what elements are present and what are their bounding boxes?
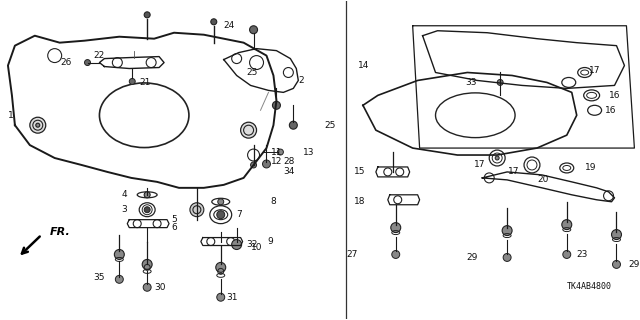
Circle shape: [563, 251, 571, 259]
Text: 17: 17: [589, 66, 600, 75]
Text: 24: 24: [224, 21, 235, 30]
Circle shape: [216, 262, 226, 272]
Circle shape: [502, 226, 512, 236]
Text: 13: 13: [303, 148, 315, 156]
Text: 26: 26: [60, 58, 72, 67]
Circle shape: [36, 123, 40, 127]
Text: 16: 16: [605, 106, 616, 115]
Circle shape: [84, 60, 90, 66]
Text: 25: 25: [324, 121, 336, 130]
Circle shape: [144, 192, 150, 198]
Circle shape: [211, 19, 217, 25]
Text: 2: 2: [298, 76, 304, 85]
Text: 3: 3: [122, 205, 127, 214]
Circle shape: [262, 160, 271, 168]
Text: 32: 32: [246, 240, 258, 249]
Circle shape: [251, 162, 257, 168]
Text: 9: 9: [268, 237, 273, 246]
Text: 29: 29: [466, 253, 477, 262]
Circle shape: [232, 240, 242, 250]
Text: 27: 27: [347, 250, 358, 259]
Circle shape: [612, 260, 620, 268]
Text: 1: 1: [8, 111, 13, 120]
Circle shape: [217, 211, 225, 219]
Circle shape: [273, 101, 280, 109]
Text: 31: 31: [227, 293, 238, 302]
Text: 22: 22: [93, 51, 104, 60]
Circle shape: [289, 121, 298, 129]
Circle shape: [277, 149, 284, 155]
Text: 30: 30: [154, 283, 166, 292]
Text: 11: 11: [271, 148, 282, 156]
Text: FR.: FR.: [50, 227, 70, 236]
Text: 19: 19: [585, 164, 596, 172]
Text: 20: 20: [537, 175, 548, 184]
Circle shape: [144, 207, 150, 213]
Text: 16: 16: [609, 91, 620, 100]
Circle shape: [250, 26, 257, 34]
Text: TK4AB4800: TK4AB4800: [566, 282, 612, 291]
Text: 34: 34: [284, 167, 295, 176]
Circle shape: [218, 199, 224, 205]
Circle shape: [562, 220, 572, 230]
Text: 15: 15: [355, 167, 366, 176]
Circle shape: [129, 78, 135, 84]
Circle shape: [217, 293, 225, 301]
Circle shape: [612, 230, 621, 240]
Circle shape: [392, 251, 400, 259]
Text: 25: 25: [246, 68, 258, 77]
Circle shape: [391, 223, 401, 233]
Text: 10: 10: [251, 243, 262, 252]
Text: 35: 35: [93, 273, 104, 282]
Circle shape: [143, 283, 151, 291]
Text: 6: 6: [171, 223, 177, 232]
Text: 29: 29: [628, 260, 640, 269]
Circle shape: [142, 260, 152, 269]
Circle shape: [503, 253, 511, 261]
Circle shape: [115, 275, 124, 283]
Circle shape: [190, 203, 204, 217]
Text: 28: 28: [284, 157, 295, 166]
Circle shape: [144, 12, 150, 18]
Circle shape: [497, 79, 503, 85]
Text: 8: 8: [271, 197, 276, 206]
Text: 33: 33: [465, 78, 477, 87]
Text: 7: 7: [237, 210, 243, 219]
Text: 17: 17: [508, 167, 519, 176]
Text: 4: 4: [122, 190, 127, 199]
Text: 23: 23: [577, 250, 588, 259]
Circle shape: [241, 122, 257, 138]
Circle shape: [30, 117, 45, 133]
Text: 12: 12: [271, 157, 282, 166]
Text: 18: 18: [355, 197, 366, 206]
Text: 5: 5: [171, 215, 177, 224]
Text: 14: 14: [358, 61, 369, 70]
Circle shape: [495, 156, 499, 160]
Text: 17: 17: [474, 160, 485, 170]
Text: 21: 21: [140, 78, 150, 87]
Circle shape: [115, 250, 124, 260]
